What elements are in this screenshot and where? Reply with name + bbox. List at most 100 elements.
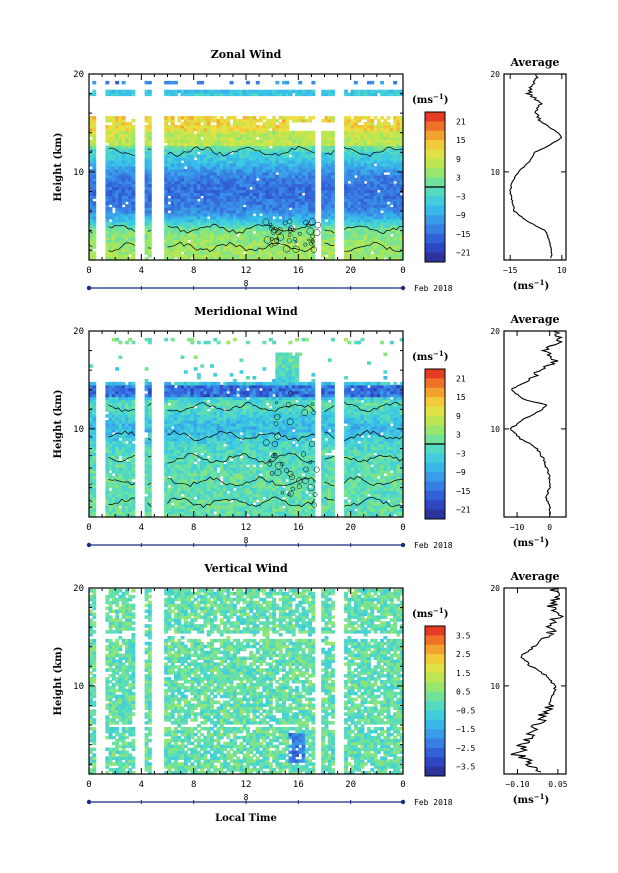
colorbar-unit-exp: −1 [433,92,444,101]
colorbar-segment [425,205,445,216]
colorbar-segment [425,149,445,160]
colorbar-segment [425,490,445,501]
contour-line [88,429,404,442]
colorbar-segment [425,747,445,758]
profile-x-label-exp: −1 [534,278,545,287]
colorbar-segment [425,415,445,426]
contour-cell [280,491,284,495]
contour-cell [270,453,276,459]
contour-line [88,476,404,488]
colorbar-segment [425,177,445,188]
colorbar-segment [425,682,445,693]
contour-cell [310,234,315,239]
colorbar-unit-exp: −1 [433,606,444,615]
profile-x-label: (ms−1) [513,278,549,292]
contour-line [88,223,404,235]
contour-cell [309,218,316,225]
colorbar-segment [425,701,445,711]
colorbar-tick-label: −3 [456,449,466,458]
contour-cell [268,223,273,227]
colorbar-tick-label: −15 [456,487,471,496]
y-axis-label: Height (km) [53,390,64,459]
profile-x-label-exp: −1 [534,792,545,801]
colorbar-unit-text: (ms [412,352,433,363]
x-tick-label: 4 [139,780,144,790]
profile-x-tick-label: 10 [557,266,567,275]
colorbar-segment [425,252,445,263]
colorbar-tick-label: 21 [456,374,466,383]
colorbar-segment [425,766,445,777]
colorbar-tick-label: 21 [456,117,466,126]
colorbar-tick-label: −9 [456,211,466,220]
profile-x-tick-label: 0.05 [548,780,567,789]
y-tick-label: 20 [73,70,84,80]
colorbar-segment [425,233,445,244]
colorbar-segment [425,406,445,417]
profile-x-label-close: ) [544,281,549,292]
contour-cell [296,477,303,484]
colorbar-segment [425,691,445,702]
colorbar-segment [425,719,445,730]
colorbar-segment [425,654,445,664]
colorbar-tick-label: 15 [456,393,466,402]
colorbar-unit-text: (ms [412,609,433,620]
x-tick-label: 8 [191,266,196,276]
colorbar-tick-label: −21 [456,506,471,515]
contour-cell [309,441,315,447]
colorbar-tick-label: 2.5 [456,650,471,659]
contour-cell [296,483,302,489]
x-tick-label: 16 [293,780,304,790]
colorbar-segment [425,140,445,150]
colorbar-tick-label: 1.5 [456,669,471,678]
profile-x-label-close: ) [544,795,549,806]
colorbar-tick-label: 3.5 [456,631,471,640]
profile-y-tick-label: 20 [490,584,500,593]
profile-frame [503,587,567,775]
contour-cell [269,471,275,476]
contour-cell [294,240,298,244]
contour-cell [297,231,302,236]
average-profile: Average −10 0 20 10 (ms−1) [490,313,567,549]
colorbar-tick-label: 3 [456,174,461,183]
profile-frame [503,330,567,518]
contour-cell [286,218,293,225]
contour-cell [312,492,318,497]
profile-y-tick-label: 10 [490,682,500,691]
contour-cell [275,401,278,405]
contour-cell [313,229,321,237]
contour-cell [272,453,278,458]
contour-cell [267,462,273,467]
average-profile: Average −15 10 20 10 (ms−1) [490,56,567,292]
colorbar-segment [425,626,445,636]
x-tick-label: 0 [86,780,91,790]
contour-cell [307,238,311,242]
contour-cell [303,219,309,226]
contour-cell [273,421,279,427]
contour-cell [310,402,315,407]
x-tick-label: 4 [139,523,144,533]
x-tick-label: 20 [345,523,356,533]
colorbar-segment [425,158,445,169]
contour-cell [287,233,292,237]
contour-cell [301,409,309,416]
profile-frame [503,73,567,261]
contour-cell [289,474,295,480]
contour-cell [288,228,293,234]
contour-cell [287,490,294,497]
colorbar-unit-close: ) [444,95,449,106]
x-tick-label: 8 [191,780,196,790]
colorbar-segment [425,130,445,141]
x-axis-label: Local Time [215,813,277,824]
colorbar-segment [425,112,445,122]
contour-cell [303,466,309,473]
profile-y-tick-label: 20 [490,70,500,79]
colorbar-segment [425,472,445,482]
contour-cell [306,227,314,235]
contour-cell [286,418,294,426]
heatmap-cells [89,589,404,775]
profile-y-tick-label: 20 [490,327,500,336]
colorbar-tick-label: 9 [456,155,461,164]
colorbar-segment [425,397,445,407]
contour-cell [279,461,285,467]
